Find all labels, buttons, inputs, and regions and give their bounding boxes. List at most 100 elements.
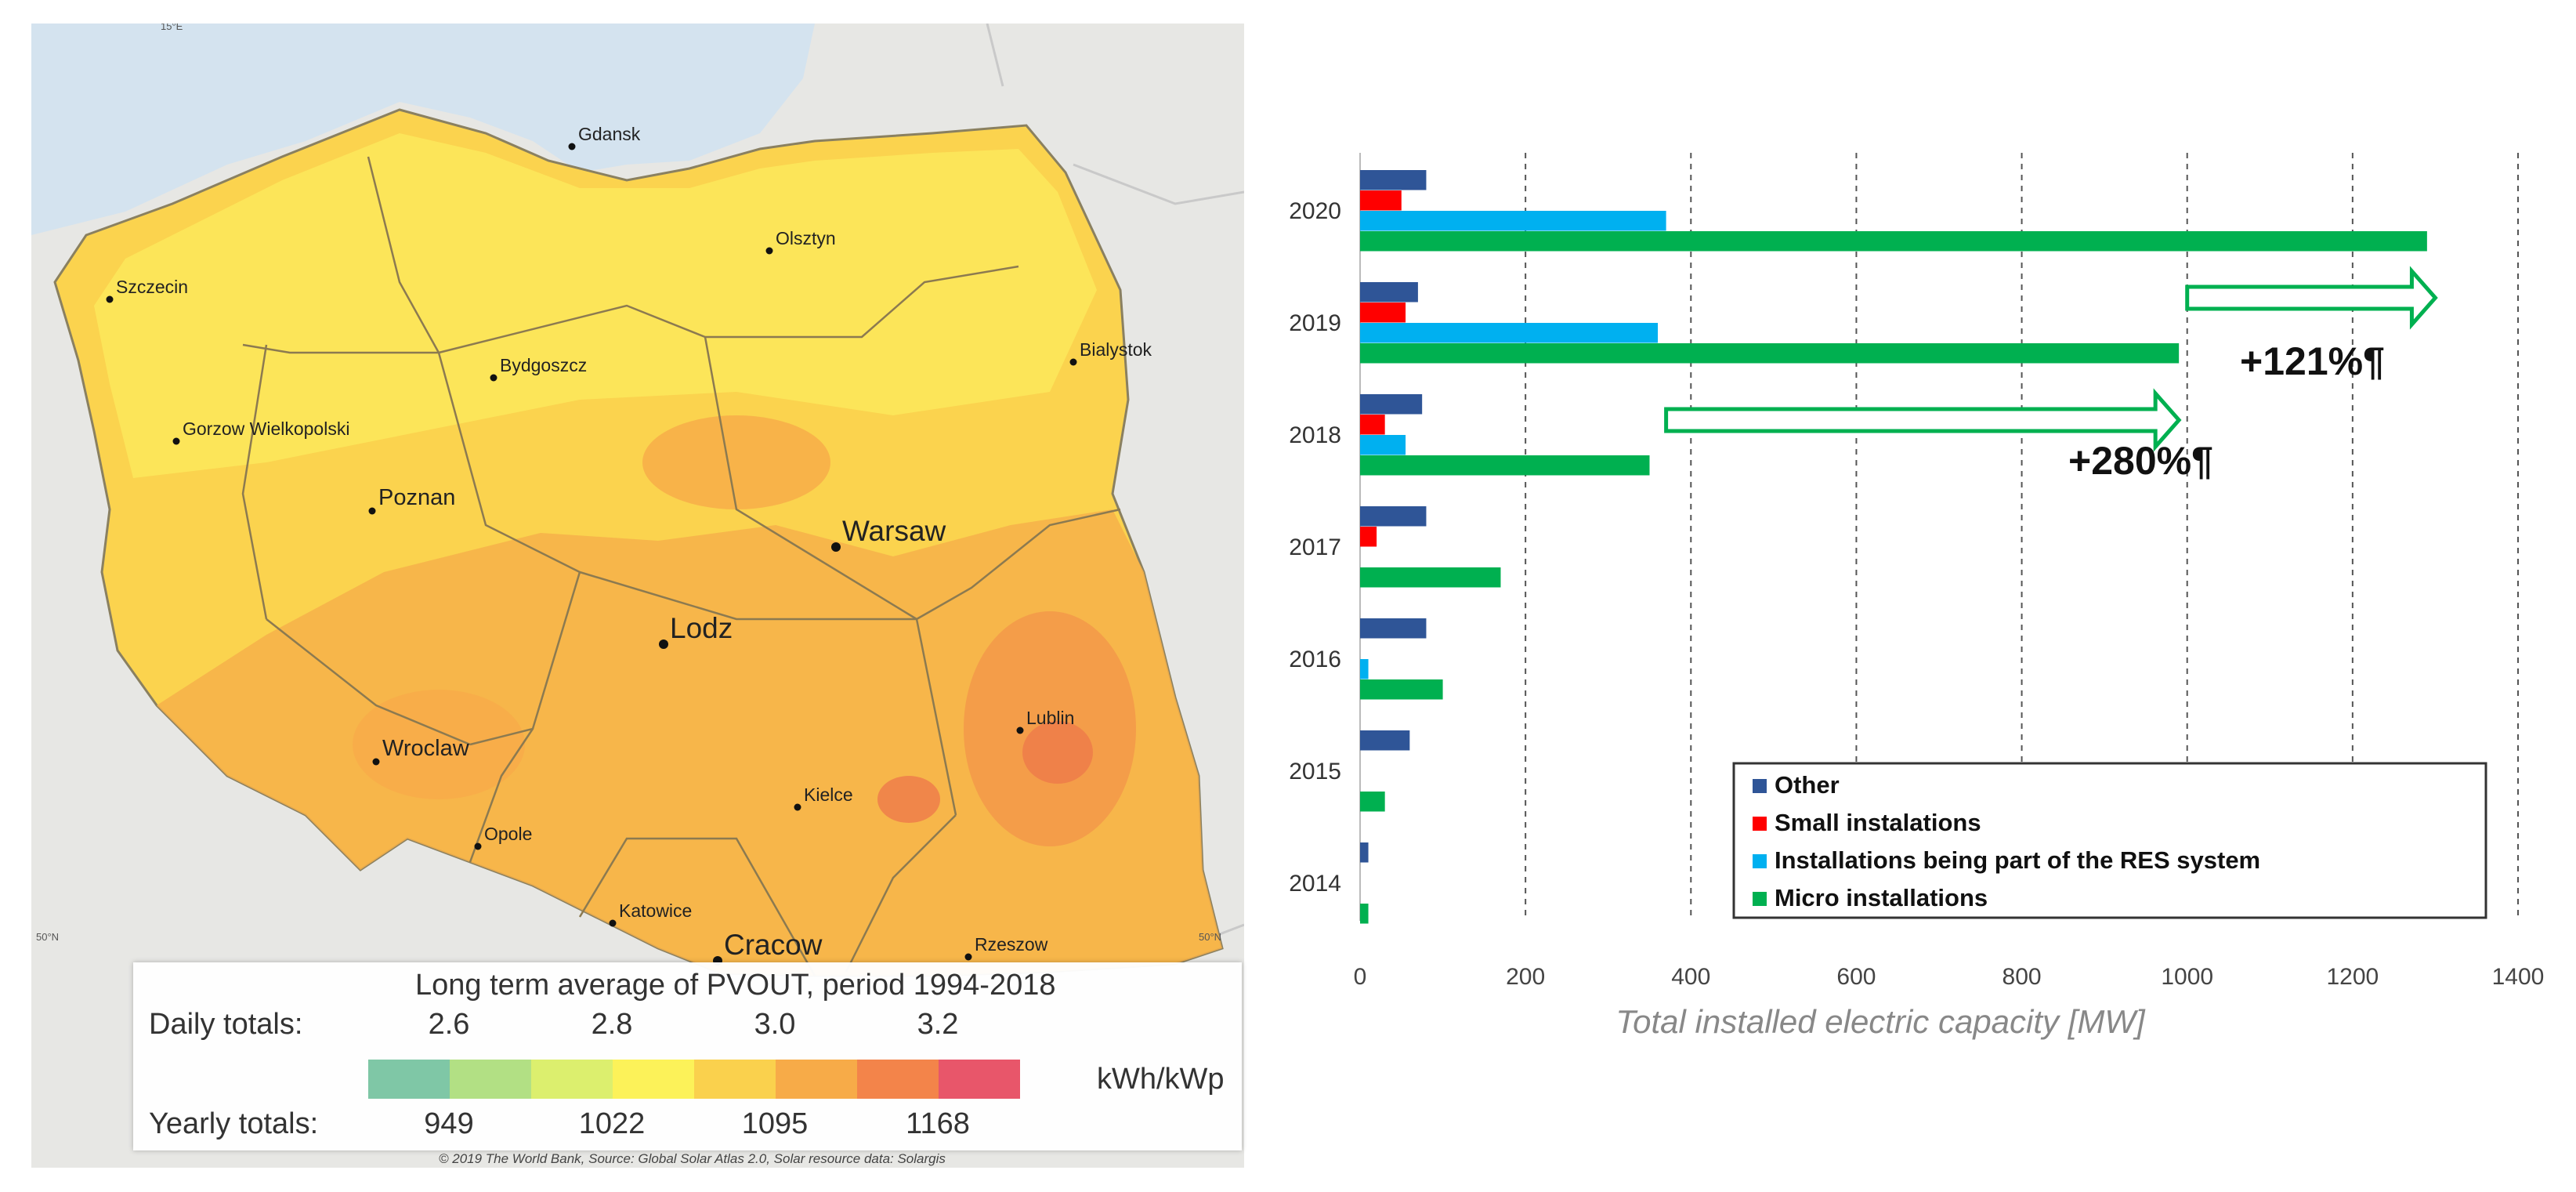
bar <box>1360 303 1406 323</box>
map-hotspot-kielce <box>877 776 940 823</box>
legend-box <box>1732 762 2487 919</box>
city-dot <box>372 758 380 766</box>
legend-swatch <box>613 1060 694 1099</box>
legend-title: Long term average of PVOUT, period 1994-… <box>415 969 1056 1002</box>
chart-annotations: +280%¶ +121%¶ <box>1664 266 2438 483</box>
city-label: Bialystok <box>1080 339 1152 360</box>
legend-swatch <box>857 1060 939 1099</box>
x-tick-label: 0 <box>1354 964 1367 990</box>
solar-map-panel: 15°E 50°N 50°N Gdansk Olsztyn Szczecin Bial… <box>31 24 1244 1168</box>
growth-label: +280%¶ <box>2068 439 2213 483</box>
city-label: Rzeszow <box>975 934 1048 955</box>
grid-label-left: 50°N <box>36 931 59 943</box>
legend-yearly-value: 1095 <box>741 1107 809 1140</box>
city-label: Bydgoszcz <box>500 355 587 375</box>
city-dot <box>568 143 576 150</box>
bar <box>1360 455 1650 476</box>
legend-swatch <box>939 1060 1020 1099</box>
bar <box>1360 190 1402 211</box>
x-tick-label: 1000 <box>2161 964 2213 990</box>
year-label: 2014 <box>1289 871 1341 897</box>
bar <box>1360 170 1427 190</box>
city-label: Szczecin <box>116 277 188 297</box>
voivodeship-borders <box>241 156 1121 976</box>
city-label: Olsztyn <box>776 228 836 248</box>
growth-arrow <box>1664 388 2182 452</box>
legend-daily-value: 3.0 <box>754 1008 796 1041</box>
bar <box>1360 394 1423 415</box>
baltic-sea <box>31 24 815 235</box>
grid-label-right: 50°N <box>1199 931 1221 943</box>
legend-entry: Micro installations <box>1775 884 1988 911</box>
city-label: Cracow <box>724 929 823 961</box>
chart-legend: Other Small instalations Installations bei… <box>1732 762 2487 919</box>
bar <box>1360 323 1659 343</box>
legend-swatch <box>694 1060 776 1099</box>
legend-swatch <box>531 1060 613 1099</box>
bar <box>1360 282 1418 303</box>
city-label: Poznan <box>378 485 455 510</box>
bar <box>1360 506 1427 527</box>
legend-yearly-label: Yearly totals: <box>149 1107 319 1140</box>
capacity-bar-chart: 0 200 400 600 800 1000 1200 1400 2014 2015 2016 20… <box>1289 153 2545 1040</box>
year-label: 2019 <box>1289 310 1341 336</box>
bar <box>1360 842 1369 863</box>
city-dot <box>106 295 114 303</box>
year-label: 2016 <box>1289 647 1341 672</box>
map-credit: © 2019 The World Bank, Source: Global So… <box>439 1151 946 1166</box>
year-label: 2015 <box>1289 759 1341 784</box>
legend-daily-value: 2.6 <box>428 1008 470 1041</box>
chart-x-ticks: 0 200 400 600 800 1000 1200 1400 <box>1354 964 2545 990</box>
year-label: 2017 <box>1289 534 1341 560</box>
map-legend: Long term average of PVOUT, period 1994-… <box>133 962 1242 1150</box>
bar <box>1360 343 2180 364</box>
city-label: Warsaw <box>842 515 946 547</box>
bar <box>1360 435 1406 455</box>
city-label: Gorzow Wielkopolski <box>183 418 349 439</box>
bar <box>1360 904 1369 924</box>
city-dot <box>1069 358 1077 366</box>
map-hotspot-lublin <box>1022 721 1093 784</box>
city-dot <box>1016 726 1024 734</box>
legend-entry: Other <box>1775 771 1840 799</box>
growth-label: +121%¶ <box>2240 339 2385 383</box>
legend-unit: kWh/kWp <box>1097 1063 1225 1096</box>
city-dot <box>368 507 376 515</box>
x-tick-label: 400 <box>1671 964 1710 990</box>
city-dot <box>172 437 180 445</box>
x-tick-label: 600 <box>1836 964 1876 990</box>
legend-daily-label: Daily totals: <box>149 1008 303 1041</box>
city-label: Wroclaw <box>382 736 470 761</box>
bar <box>1360 231 2427 252</box>
map-south-band <box>157 509 1222 976</box>
chart-y-ticks: 2014 2015 2016 2017 2018 2019 2020 <box>1289 198 1341 897</box>
bar <box>1360 618 1427 639</box>
bar <box>1360 679 1443 700</box>
city-label: Lodz <box>670 612 733 644</box>
x-tick-label: 800 <box>2003 964 2042 990</box>
city-label: Kielce <box>804 784 853 805</box>
legend-swatch <box>1753 817 1767 831</box>
city-label: Katowice <box>619 900 692 921</box>
legend-swatch <box>368 1060 450 1099</box>
bar <box>1360 567 1501 588</box>
grid-label-top: 15°E <box>161 24 183 32</box>
legend-yearly-value: 1022 <box>578 1107 646 1140</box>
x-tick-label: 1400 <box>2492 964 2545 990</box>
chart-bars <box>1360 170 2427 924</box>
year-label: 2018 <box>1289 422 1341 448</box>
bar <box>1360 415 1385 435</box>
growth-arrow <box>2185 266 2438 330</box>
city-dot <box>490 374 497 382</box>
x-tick-label: 200 <box>1506 964 1545 990</box>
chart-x-axis-label: Total installed electric capacity [MW] <box>1615 1003 2146 1040</box>
city-dot <box>765 247 773 255</box>
city-dot <box>964 953 972 961</box>
legend-entry: Installations being part of the RES syst… <box>1775 846 2260 874</box>
legend-yearly-value: 1168 <box>906 1107 970 1140</box>
bar <box>1360 211 1666 231</box>
bar <box>1360 730 1410 751</box>
city-dot <box>831 542 841 552</box>
x-tick-label: 1200 <box>2326 964 2379 990</box>
legend-swatch <box>776 1060 857 1099</box>
